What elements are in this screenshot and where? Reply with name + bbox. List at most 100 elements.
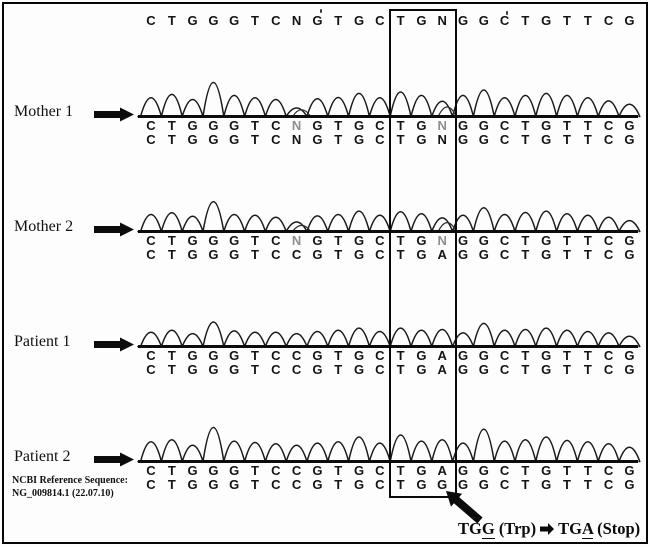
base-letter: G	[541, 348, 552, 363]
base-letter: T	[251, 348, 259, 363]
base-letter: T	[167, 247, 176, 262]
base-letter: C	[271, 477, 281, 492]
base-letter: C	[271, 233, 281, 248]
base-letter: T	[583, 13, 592, 28]
base-letter: C	[375, 362, 385, 377]
base-letter: G	[353, 247, 365, 262]
base-letter: G	[353, 477, 365, 492]
base-letter: C	[499, 362, 510, 377]
base-letter: C	[375, 132, 385, 147]
base-letter: C	[146, 362, 156, 377]
base-letter: G	[624, 247, 635, 262]
base-letter: G	[229, 233, 240, 248]
base-letter: G	[478, 348, 489, 363]
base-letter: T	[167, 118, 176, 133]
base-letter: C	[291, 463, 302, 478]
base-letter: G	[229, 13, 240, 28]
base-letter: G	[541, 13, 552, 28]
base-letter: C	[603, 13, 614, 28]
base-letter: C	[271, 348, 281, 363]
codon-mut-base: A	[581, 519, 593, 539]
base-letter: C	[146, 348, 156, 363]
base-letter: G	[312, 118, 323, 133]
base-letter: T	[396, 247, 405, 262]
base-letter: G	[353, 13, 365, 28]
right-arrow-icon	[94, 452, 134, 467]
trace-baseline	[138, 115, 638, 118]
base-letter: T	[251, 118, 259, 133]
base-letter: G	[457, 247, 469, 262]
base-letter: G	[541, 477, 552, 492]
base-letter: G	[187, 247, 198, 262]
codon-wt-prefix: TG	[458, 519, 482, 538]
base-letter: G	[457, 348, 469, 363]
base-letter: T	[396, 362, 405, 377]
base-letter: T	[563, 132, 571, 147]
base-letter: N	[291, 233, 302, 248]
base-letter: C	[603, 348, 614, 363]
base-letter: G	[624, 132, 635, 147]
base-letter: G	[208, 13, 219, 28]
base-letter: G	[353, 348, 365, 363]
base-letter: G	[187, 233, 198, 248]
base-letter: G	[416, 463, 427, 478]
base-letter: G	[478, 132, 489, 147]
base-letter: G	[208, 247, 219, 262]
base-letter: C	[291, 348, 302, 363]
base-letter: T	[396, 118, 405, 133]
base-letter: G	[187, 463, 198, 478]
base-letter: T	[251, 247, 259, 262]
base-letter: G	[312, 233, 323, 248]
base-letter: N	[437, 13, 447, 28]
arrow-right-icon	[540, 523, 555, 535]
base-letter: C	[271, 118, 281, 133]
base-letter: T	[167, 463, 176, 478]
base-letter: N	[291, 118, 302, 133]
base-letter: C	[375, 247, 385, 262]
base-letter: T	[251, 477, 259, 492]
base-letter: A	[437, 247, 447, 262]
base-letter: G	[624, 118, 635, 133]
base-letter: C	[271, 247, 281, 262]
base-letter: T	[334, 463, 343, 478]
base-letter: G	[478, 463, 489, 478]
ncbi-accession-label: NG_009814.1 (22.07.10)	[12, 488, 114, 499]
base-letter: C	[146, 118, 156, 133]
base-letter: C	[271, 362, 281, 377]
base-letter: C	[375, 463, 385, 478]
base-letter: C	[499, 247, 510, 262]
base-letter: G	[624, 477, 635, 492]
base-letter: C	[375, 233, 385, 248]
base-letter: T	[334, 233, 343, 248]
codon-mut-prefix: TG	[558, 519, 582, 538]
base-letter: C	[603, 463, 614, 478]
base-letter: C	[375, 477, 385, 492]
base-letter: C	[291, 477, 302, 492]
base-letter: G	[229, 477, 240, 492]
trace-baseline	[138, 230, 638, 233]
base-letter: G	[457, 362, 469, 377]
base-letter: T	[251, 233, 259, 248]
base-letter: C	[146, 132, 156, 147]
base-letter: T	[583, 247, 592, 262]
base-letter: C	[499, 118, 510, 133]
base-letter: G	[624, 463, 635, 478]
base-letter: C	[291, 247, 302, 262]
base-letter: C	[603, 118, 614, 133]
trace-baseline	[138, 345, 638, 348]
base-letter: T	[583, 477, 592, 492]
base-letter: G	[208, 477, 219, 492]
base-letter: C	[291, 362, 302, 377]
base-letter: A	[437, 362, 447, 377]
scan-artifact-dot	[506, 11, 508, 15]
base-letter: T	[563, 13, 571, 28]
base-letter: G	[478, 247, 489, 262]
base-letter: C	[146, 247, 156, 262]
base-letter: G	[187, 132, 198, 147]
base-letter: C	[271, 132, 281, 147]
